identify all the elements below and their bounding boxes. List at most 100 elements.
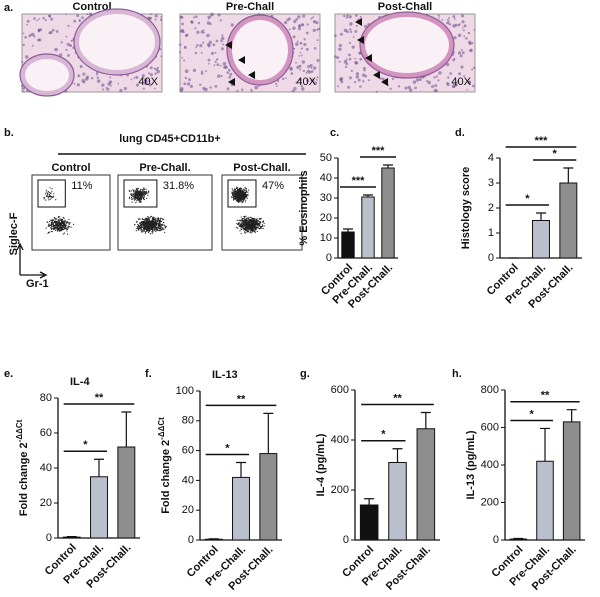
cell-dot xyxy=(50,192,52,194)
nucleus xyxy=(308,70,312,74)
cell-dot xyxy=(138,222,141,224)
nucleus xyxy=(344,65,348,69)
nucleus xyxy=(214,60,217,64)
y-tick-label: 40 xyxy=(40,462,52,474)
airway-lumen xyxy=(25,59,69,91)
cell-dot xyxy=(57,216,59,218)
cell-dot xyxy=(143,196,146,198)
cell-dot xyxy=(52,196,54,198)
cell-dot xyxy=(245,215,247,217)
y-axis-label: Histology score xyxy=(460,167,472,250)
nucleus xyxy=(44,19,47,22)
cell-dot xyxy=(56,226,59,228)
nucleus xyxy=(359,57,363,61)
plot-title: Control xyxy=(51,162,90,174)
nucleus xyxy=(471,68,474,71)
nucleus xyxy=(240,88,244,91)
cell-dot xyxy=(60,218,62,221)
cell-dot xyxy=(68,226,70,228)
cell-dot xyxy=(248,220,251,222)
nucleus xyxy=(306,79,310,83)
nucleus xyxy=(33,35,36,38)
nucleus xyxy=(130,78,133,81)
cell-dot xyxy=(56,223,58,225)
cell-dot xyxy=(243,198,245,201)
cell-dot xyxy=(158,229,160,231)
image-title: Post-Chall xyxy=(378,1,432,13)
cell-dot xyxy=(244,201,246,203)
nucleus xyxy=(154,18,157,21)
cell-dot xyxy=(240,220,242,222)
cell-dot xyxy=(255,219,257,221)
cell-dot xyxy=(245,227,247,229)
nucleus xyxy=(21,61,24,64)
cell-dot xyxy=(61,228,63,230)
nucleus xyxy=(180,15,184,19)
cell-dot xyxy=(249,225,252,227)
cell-dot xyxy=(253,217,255,220)
cell-dot xyxy=(62,233,64,235)
cell-dot xyxy=(50,223,53,225)
cell-dot xyxy=(240,201,242,203)
arrowhead xyxy=(357,36,364,44)
cell-dot xyxy=(151,222,153,224)
nucleus xyxy=(24,55,29,59)
nucleus xyxy=(336,56,340,60)
nucleus xyxy=(452,15,456,18)
cell-dot xyxy=(130,194,133,197)
cell-dot xyxy=(146,230,148,232)
y-tick-label: 200 xyxy=(331,484,349,496)
nucleus xyxy=(51,28,55,32)
cell-dot xyxy=(149,221,151,224)
nucleus xyxy=(33,17,36,20)
cell-dot xyxy=(239,222,241,224)
cell-dot xyxy=(251,229,254,231)
cell-dot xyxy=(139,218,141,220)
nucleus xyxy=(462,29,465,32)
nucleus xyxy=(355,75,360,79)
cell-dot xyxy=(143,228,145,230)
cell-dot xyxy=(254,223,256,225)
nucleus xyxy=(65,35,68,38)
nucleus xyxy=(414,86,417,90)
nucleus xyxy=(135,83,140,87)
cell-dot xyxy=(57,227,59,230)
cell-dot xyxy=(262,225,264,227)
nucleus xyxy=(160,16,163,18)
cell-dot xyxy=(256,223,258,225)
cell-dot xyxy=(62,225,64,227)
cell-dot xyxy=(140,200,142,202)
y-tick-label: 0 xyxy=(343,534,349,546)
nucleus xyxy=(206,33,210,38)
cell-dot xyxy=(237,201,240,203)
cell-dot xyxy=(145,188,147,190)
nucleus xyxy=(185,33,189,37)
nucleus xyxy=(219,19,222,22)
cell-dot xyxy=(151,223,153,225)
cell-dot xyxy=(257,223,259,225)
cell-dot xyxy=(48,225,50,227)
arrowhead xyxy=(238,56,245,64)
nucleus xyxy=(206,21,211,25)
cell-dot xyxy=(58,229,60,231)
cell-dot xyxy=(140,194,142,196)
cell-dot xyxy=(231,196,233,198)
cell-dot xyxy=(241,188,243,190)
nucleus xyxy=(446,76,450,79)
cell-dot xyxy=(247,195,249,197)
cell-dot xyxy=(162,219,164,221)
cell-dot xyxy=(68,223,70,225)
bar xyxy=(117,446,136,539)
cell-dot xyxy=(155,218,157,220)
nucleus xyxy=(354,29,358,33)
nucleus xyxy=(437,14,440,17)
nucleus xyxy=(460,14,465,18)
cell-dot xyxy=(148,220,150,223)
cell-dot xyxy=(160,217,162,219)
cell-dot xyxy=(248,218,250,220)
cell-dot xyxy=(142,229,144,231)
nucleus xyxy=(446,21,449,25)
nucleus xyxy=(343,28,348,33)
nucleus xyxy=(194,27,197,30)
cell-dot xyxy=(252,223,255,225)
